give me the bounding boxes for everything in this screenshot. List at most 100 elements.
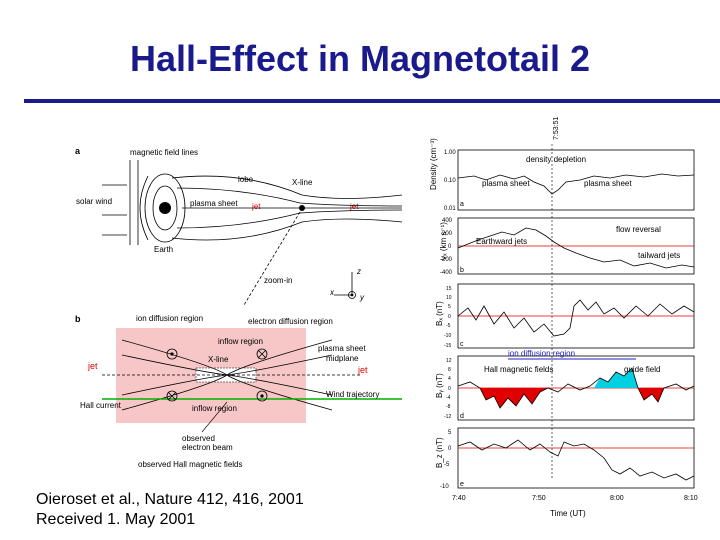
by-panel-letter: d: [460, 413, 464, 420]
velocity-tick-3: 0: [448, 244, 452, 250]
label-jet-left-b: jet: [87, 361, 98, 371]
zoom-in-line: [243, 211, 301, 306]
citation-line-2: Received 1. May 2001: [36, 511, 196, 528]
by-tick-5: -4: [446, 395, 451, 401]
hall-field-fill-right: [638, 388, 664, 402]
velocity-panel-letter: b: [460, 267, 464, 274]
x-tick-3: 8:00: [610, 495, 624, 502]
by-trace: [457, 367, 695, 409]
velocity-panel: vₓ (km s⁻¹) 400 200 0 -200 -400 b flow r…: [439, 217, 695, 276]
x-tick-2: 7:50: [532, 495, 546, 502]
bx-ylabel: Bₓ (nT): [435, 301, 444, 326]
bx-tick-3: 5: [448, 304, 451, 310]
ann-plasma-sheet-left: plasma sheet: [482, 179, 530, 188]
bz-panel-letter: e: [460, 481, 464, 488]
label-axis-x: x: [329, 288, 335, 297]
by-panel: ion diffusion region Bᵧ (nT) 12 8 4 0 -4…: [435, 349, 695, 421]
density-tick-1: 1.00: [444, 150, 456, 156]
x-line-icon: [299, 205, 305, 211]
bz-tick-1: 5: [448, 430, 452, 436]
ann-density-depletion: density depletion: [526, 155, 586, 164]
label-jet-left-a: jet: [251, 202, 261, 211]
density-tick-3: 0.01: [444, 206, 456, 212]
ann-plasma-sheet-right: plasma sheet: [584, 179, 632, 188]
bx-tick-2: 10: [446, 295, 452, 301]
reconnection-field-lines: [102, 339, 362, 411]
label-earth: Earth: [154, 245, 173, 254]
density-panel: Density (cm⁻³) 1.00 0.10 0.01 a density …: [429, 138, 695, 212]
label-midplane: midplane: [326, 354, 359, 363]
bx-tick-6: -10: [444, 333, 451, 339]
label-jet-right-a: jet: [349, 202, 359, 211]
velocity-tick-5: -400: [440, 270, 453, 276]
bz-trace: [457, 439, 695, 481]
velocity-tick-1: 400: [442, 218, 453, 224]
velocity-trace: [457, 227, 695, 269]
bz-tick-2: 0: [448, 446, 452, 452]
label-solar-wind: solar wind: [76, 197, 112, 206]
by-tick-1: 12: [446, 358, 452, 364]
bz-tick-3: -5: [444, 462, 450, 468]
by-tick-7: -12: [444, 414, 451, 420]
label-wind-trajectory: Wind trajectory: [326, 390, 379, 399]
title-underline: [24, 99, 720, 103]
solar-wind-arrows: [102, 160, 139, 245]
ann-hall-magnetic-fields: Hall magnetic fields: [484, 365, 553, 374]
dipole-field-lines: [139, 173, 403, 243]
x-tick-4: 8:10: [684, 495, 698, 502]
citation: Oieroset et al., Nature 412, 416, 2001 R…: [36, 490, 304, 530]
bx-tick-4: 0: [448, 314, 451, 320]
bz-panel: B_z (nT) 5 0 -5 -10 e: [435, 427, 695, 490]
label-zoom-in: zoom-in: [264, 276, 292, 285]
ann-earthward-jets: Earthward jets: [476, 237, 527, 246]
density-ylabel: Density (cm⁻³): [429, 138, 438, 190]
bx-trace: [457, 299, 695, 337]
diagram-a-label: a: [75, 146, 81, 156]
bx-panel: Bₓ (nT) 15 10 5 0 -5 -10 -15 c: [435, 283, 695, 349]
ann-guide-field: guide field: [624, 365, 660, 374]
hall-field-symbols: [166, 348, 268, 402]
label-inflow-region-top: inflow region: [218, 337, 263, 346]
label-axis-z: z: [356, 267, 361, 276]
time-marker-label: 7:53:51: [553, 117, 560, 140]
label-x-line-a: X-line: [292, 178, 313, 187]
bz-tick-4: -10: [440, 484, 449, 490]
diagram-a: a magnetic field lines lobe X-line solar…: [75, 146, 403, 306]
coordinate-axes-icon: [334, 272, 356, 299]
velocity-ylabel: vₓ (km s⁻¹): [439, 222, 448, 260]
electron-beam-pointer: [201, 401, 228, 433]
bx-tick-1: 15: [446, 286, 452, 292]
bx-tick-5: -5: [446, 323, 451, 329]
label-electron-diffusion-region: electron diffusion region: [248, 317, 333, 326]
earth-icon: [159, 202, 171, 214]
density-panel-letter: a: [460, 201, 464, 208]
diagram-b: b ion diffusion region electron diffusio…: [75, 314, 402, 469]
by-ylabel: Bᵧ (nT): [435, 373, 444, 398]
ann-ion-diffusion-region: ion diffusion region: [508, 349, 575, 358]
by-tick-3: 4: [448, 376, 451, 382]
ann-flow-reversal: flow reversal: [616, 225, 661, 234]
by-tick-4: 0: [448, 386, 451, 392]
reconnection-schematic: a magnetic field lines lobe X-line solar…: [75, 146, 403, 469]
label-magnetic-field-lines: magnetic field lines: [130, 148, 198, 157]
label-jet-right-b: jet: [357, 365, 368, 375]
x-axis-label: Time (UT): [550, 509, 586, 518]
label-electron-beam: electron beam: [182, 443, 233, 452]
label-observed: observed: [182, 434, 215, 443]
ann-tailward-jets: tailward jets: [638, 251, 680, 260]
slide-title: Hall-Effect in Magnetotail 2: [129, 38, 591, 79]
by-tick-2: 8: [448, 367, 451, 373]
label-axis-y: y: [359, 293, 365, 302]
density-tick-2: 0.10: [444, 178, 456, 184]
bx-tick-7: -15: [444, 343, 451, 349]
by-tick-6: -8: [446, 404, 451, 410]
hall-field-fill-left: [480, 388, 548, 408]
label-ion-diffusion-region: ion diffusion region: [136, 314, 203, 323]
label-observed-hall-fields: observed Hall magnetic fields: [138, 460, 243, 469]
citation-line-1: Oieroset et al., Nature 412, 416, 2001: [36, 491, 304, 508]
label-hall-current: Hall current: [80, 401, 122, 410]
label-inflow-region-bottom: inflow region: [192, 404, 237, 413]
bz-ylabel: B_z (nT): [435, 437, 444, 468]
bx-panel-letter: c: [460, 341, 464, 348]
velocity-tick-4: -200: [440, 257, 453, 263]
